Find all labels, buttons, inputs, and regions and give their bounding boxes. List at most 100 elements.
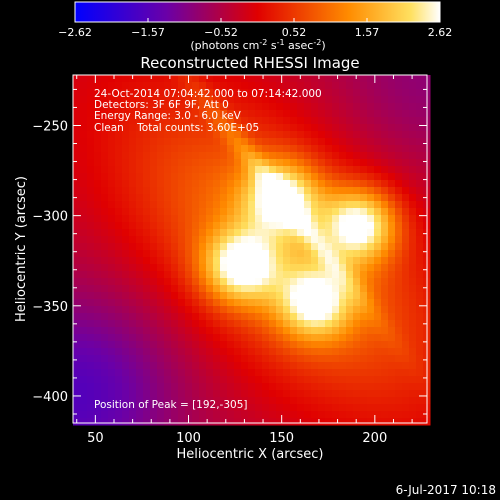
heatmap-cell bbox=[346, 313, 354, 321]
x-axis-label: Heliocentric X (arcsec) bbox=[177, 447, 324, 462]
heatmap-cell bbox=[234, 173, 242, 181]
heatmap-cell bbox=[178, 110, 186, 118]
heatmap-cell bbox=[416, 362, 424, 370]
heatmap-cell bbox=[136, 250, 144, 258]
heatmap-cell bbox=[290, 264, 298, 272]
heatmap-cell bbox=[283, 355, 291, 363]
heatmap-cell bbox=[136, 75, 144, 83]
heatmap-cell bbox=[241, 250, 249, 258]
heatmap-cell bbox=[101, 404, 109, 412]
heatmap-cell bbox=[318, 180, 326, 188]
heatmap-cell bbox=[381, 264, 389, 272]
heatmap-cell bbox=[164, 278, 172, 286]
heatmap-cell bbox=[73, 236, 81, 244]
heatmap-cell bbox=[318, 362, 326, 370]
heatmap-cell bbox=[262, 306, 270, 314]
heatmap-cell bbox=[143, 362, 151, 370]
heatmap-cell bbox=[332, 208, 340, 216]
heatmap-cell bbox=[234, 404, 242, 412]
heatmap-cell bbox=[129, 103, 137, 111]
heatmap-cell bbox=[129, 208, 137, 216]
heatmap-cell bbox=[360, 411, 368, 419]
heatmap-cell bbox=[416, 418, 424, 426]
heatmap-cell bbox=[143, 264, 151, 272]
heatmap-cell bbox=[262, 187, 270, 195]
heatmap-cell bbox=[94, 96, 102, 104]
heatmap-cell bbox=[402, 103, 410, 111]
heatmap-cell bbox=[73, 334, 81, 342]
heatmap-cell bbox=[290, 418, 298, 426]
heatmap-cell bbox=[171, 243, 179, 251]
heatmap-cell bbox=[94, 299, 102, 307]
heatmap-cell bbox=[339, 236, 347, 244]
heatmap-cell bbox=[101, 159, 109, 167]
heatmap-cell bbox=[234, 411, 242, 419]
heatmap-cell bbox=[164, 159, 172, 167]
heatmap-cell bbox=[290, 369, 298, 377]
heatmap-cell bbox=[185, 229, 193, 237]
heatmap-cell bbox=[206, 397, 214, 405]
heatmap-cell bbox=[94, 292, 102, 300]
heatmap-cell bbox=[101, 376, 109, 384]
heatmap-cell bbox=[367, 187, 375, 195]
heatmap-cell bbox=[339, 131, 347, 139]
heatmap-cell bbox=[108, 208, 116, 216]
heatmap-cell bbox=[332, 285, 340, 293]
heatmap-cell bbox=[255, 229, 263, 237]
heatmap-cell bbox=[192, 250, 200, 258]
heatmap-cell bbox=[304, 334, 312, 342]
heatmap-cell bbox=[290, 194, 298, 202]
x-tick-label: 150 bbox=[269, 431, 294, 446]
heatmap-cell bbox=[122, 117, 130, 125]
heatmap-cell bbox=[227, 243, 235, 251]
heatmap-cell bbox=[213, 124, 221, 132]
heatmap-cell bbox=[304, 264, 312, 272]
heatmap-cell bbox=[255, 285, 263, 293]
heatmap-cell bbox=[143, 236, 151, 244]
heatmap-cell bbox=[416, 404, 424, 412]
heatmap-cell bbox=[150, 89, 158, 97]
heatmap-cell bbox=[332, 173, 340, 181]
heatmap-cell bbox=[234, 117, 242, 125]
heatmap-cell bbox=[220, 404, 228, 412]
heatmap-cell bbox=[108, 236, 116, 244]
heatmap-cell bbox=[115, 362, 123, 370]
heatmap-cell bbox=[388, 306, 396, 314]
heatmap-cell bbox=[290, 187, 298, 195]
heatmap-cell bbox=[185, 159, 193, 167]
heatmap-cell bbox=[276, 404, 284, 412]
heatmap-cell bbox=[388, 187, 396, 195]
heatmap-cell bbox=[325, 355, 333, 363]
heatmap-cell bbox=[241, 390, 249, 398]
heatmap-cell bbox=[164, 236, 172, 244]
heatmap-cell bbox=[255, 201, 263, 209]
heatmap-cell bbox=[192, 271, 200, 279]
heatmap-cell bbox=[416, 264, 424, 272]
heatmap-cell bbox=[80, 138, 88, 146]
heatmap-cell bbox=[94, 229, 102, 237]
heatmap-cell bbox=[157, 117, 165, 125]
heatmap-cell bbox=[108, 145, 116, 153]
heatmap-cell bbox=[199, 271, 207, 279]
heatmap-cell bbox=[178, 201, 186, 209]
heatmap-cell bbox=[353, 278, 361, 286]
heatmap-cell bbox=[311, 145, 319, 153]
heatmap-cell bbox=[367, 418, 375, 426]
heatmap-cell bbox=[353, 173, 361, 181]
heatmap-cell bbox=[94, 285, 102, 293]
heatmap-cell bbox=[101, 348, 109, 356]
heatmap-cell bbox=[255, 180, 263, 188]
heatmap-cell bbox=[101, 173, 109, 181]
heatmap-cell bbox=[206, 131, 214, 139]
heatmap-cell bbox=[192, 75, 200, 83]
heatmap-cell bbox=[220, 131, 228, 139]
heatmap-cell bbox=[262, 299, 270, 307]
heatmap-cell bbox=[136, 117, 144, 125]
heatmap-cell bbox=[409, 124, 417, 132]
heatmap-cell bbox=[80, 110, 88, 118]
heatmap-cell bbox=[80, 264, 88, 272]
heatmap-cell bbox=[199, 292, 207, 300]
heatmap-cell bbox=[241, 145, 249, 153]
heatmap-cell bbox=[269, 369, 277, 377]
heatmap-cell bbox=[325, 299, 333, 307]
